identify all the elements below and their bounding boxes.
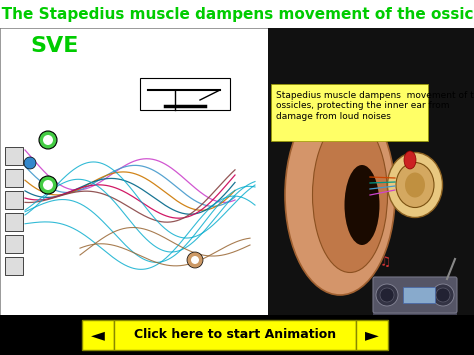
Circle shape: [380, 288, 394, 302]
Ellipse shape: [345, 165, 380, 245]
Circle shape: [376, 284, 398, 306]
Ellipse shape: [285, 95, 395, 295]
Bar: [5, 147, 23, 165]
Bar: [5, 213, 23, 231]
FancyBboxPatch shape: [271, 84, 428, 141]
Circle shape: [432, 284, 454, 306]
Bar: [5, 257, 23, 275]
Bar: [373, 309, 457, 315]
Text: ◄: ◄: [91, 326, 105, 344]
Circle shape: [39, 176, 57, 194]
Circle shape: [39, 131, 57, 149]
Ellipse shape: [404, 151, 416, 169]
FancyBboxPatch shape: [114, 320, 356, 350]
Bar: [0, 315, 474, 355]
FancyBboxPatch shape: [373, 277, 457, 313]
Bar: [5, 191, 23, 209]
Text: ♫: ♫: [379, 256, 391, 269]
Ellipse shape: [388, 153, 443, 218]
Circle shape: [43, 135, 53, 145]
Ellipse shape: [312, 118, 388, 273]
Circle shape: [24, 157, 36, 169]
Circle shape: [187, 252, 203, 268]
Ellipse shape: [405, 173, 425, 197]
Text: Stapedius muscle dampens  movement of the
ossicles, protecting the inner ear fro: Stapedius muscle dampens movement of the…: [276, 91, 474, 121]
Bar: [5, 169, 23, 187]
Circle shape: [436, 288, 450, 302]
Bar: [140, 78, 230, 110]
Text: SVE: SVE: [30, 36, 78, 56]
Bar: [5, 235, 23, 253]
Text: Click here to start Animation: Click here to start Animation: [134, 328, 336, 342]
Bar: [0, 0, 474, 28]
FancyBboxPatch shape: [82, 320, 114, 350]
Bar: [0, 28, 268, 315]
Bar: [268, 28, 474, 315]
FancyBboxPatch shape: [356, 320, 388, 350]
Ellipse shape: [396, 163, 434, 208]
Circle shape: [191, 256, 199, 264]
Text: 1.  The Stapedius muscle dampens movement of the ossicles: 1. The Stapedius muscle dampens movement…: [0, 6, 474, 22]
Text: ►: ►: [365, 326, 379, 344]
Circle shape: [43, 180, 53, 190]
Bar: [403, 287, 435, 303]
